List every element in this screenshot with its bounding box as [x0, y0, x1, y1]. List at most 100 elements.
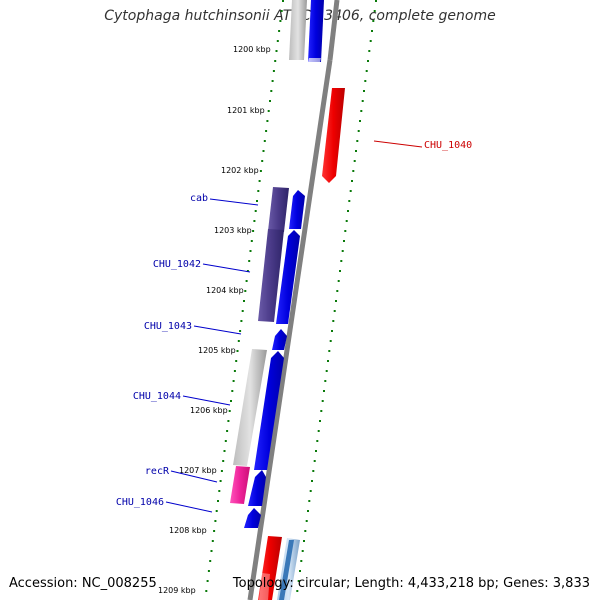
tick-mark	[331, 330, 333, 332]
tick-mark	[321, 400, 324, 402]
tick-mark	[299, 570, 301, 572]
gene-label-cab[interactable]: cab	[190, 193, 208, 204]
tick-mark	[270, 90, 273, 92]
tick-mark	[308, 500, 311, 502]
tick-mark	[228, 410, 231, 412]
tick-mark	[279, 20, 282, 22]
tick-mark	[269, 100, 271, 102]
tick-mark	[368, 50, 371, 52]
gene-label-chu-1046[interactable]: CHU_1046	[116, 497, 164, 508]
tick-mark	[266, 120, 269, 122]
gene-feature-recr-inner[interactable]	[230, 466, 250, 504]
tick-mark	[254, 210, 257, 212]
tick-label: 1209 kbp	[158, 586, 196, 595]
leader-line-chu-1042	[202, 263, 251, 273]
tick-mark	[373, 10, 376, 12]
tick-mark	[307, 510, 309, 512]
tick-mark	[327, 360, 329, 362]
tick-mark	[276, 40, 279, 42]
gene-label-chu-1044[interactable]: CHU_1044	[133, 391, 181, 402]
gene-feature-chu-1043[interactable]	[272, 329, 287, 350]
tick-mark	[206, 580, 209, 582]
tick-mark	[313, 460, 316, 462]
tick-mark	[243, 300, 245, 302]
tick-mark	[357, 130, 360, 132]
tick-mark	[371, 30, 373, 32]
tick-mark	[300, 560, 303, 562]
tick-mark	[315, 450, 317, 452]
tick-mark	[230, 400, 232, 402]
gene-feature-bottom-red[interactable]	[258, 536, 282, 600]
outer-tick-track	[296, 0, 377, 592]
gene-feature-top-gray[interactable]	[289, 0, 307, 60]
tick-mark	[256, 200, 258, 202]
tick-mark	[252, 230, 255, 232]
tick-mark	[337, 280, 340, 282]
tick-mark	[345, 220, 348, 222]
tick-mark	[226, 430, 229, 432]
gene-feature-recr[interactable]	[248, 470, 266, 506]
gene-feature-chu-1040[interactable]	[322, 88, 345, 183]
tick-mark	[244, 290, 247, 292]
leader-line-chu-1046	[165, 501, 213, 513]
tick-mark	[304, 530, 307, 532]
tick-mark	[317, 430, 320, 432]
tick-mark	[351, 180, 353, 182]
tick-mark	[367, 60, 369, 62]
tick-mark	[353, 160, 356, 162]
tick-mark	[249, 250, 252, 252]
gene-feature-chu-1046[interactable]	[244, 508, 261, 528]
tick-mark	[343, 240, 345, 242]
tick-mark	[320, 410, 323, 412]
tick-label: 1207 kbp	[179, 466, 217, 475]
gene-label-chu-1040[interactable]: CHU_1040	[424, 140, 472, 151]
tick-mark	[219, 480, 222, 482]
tick-mark	[274, 60, 277, 62]
tick-mark	[220, 470, 223, 472]
tick-mark	[205, 590, 208, 592]
tick-mark	[210, 550, 213, 552]
tick-mark	[296, 590, 299, 592]
tick-label: 1206 kbp	[190, 406, 228, 415]
tick-mark	[262, 150, 265, 152]
inner-tick-track	[205, 0, 284, 592]
tick-mark	[336, 290, 339, 292]
tick-mark	[265, 130, 268, 132]
gene-feature-chu-1044-inner[interactable]	[233, 349, 267, 466]
tick-label: 1204 kbp	[206, 286, 244, 295]
tick-mark	[253, 220, 256, 222]
gene-feature-top-blue[interactable]	[308, 0, 324, 62]
gene-feature-cab-inner[interactable]	[258, 187, 289, 322]
tick-mark	[257, 190, 260, 192]
topology-text: Topology: circular; Length: 4,433,218 bp…	[232, 576, 590, 591]
tick-mark	[356, 140, 359, 142]
tick-mark	[237, 340, 240, 342]
tick-mark	[341, 250, 344, 252]
gene-label-chu-1042[interactable]: CHU_1042	[153, 259, 201, 270]
tick-label: 1208 kbp	[169, 526, 207, 535]
tick-mark	[271, 80, 274, 82]
gene-feature-bottom-lightblue[interactable]	[277, 538, 300, 600]
tick-label: 1205 kbp	[198, 346, 236, 355]
tick-mark	[248, 260, 251, 262]
gene-label-recr[interactable]: recR	[145, 466, 170, 477]
tick-mark	[235, 360, 238, 362]
tick-mark	[282, 0, 284, 2]
gene-feature-chu-1042[interactable]	[276, 230, 300, 324]
gene-feature-cab[interactable]	[289, 190, 305, 229]
gene-label-chu-1043[interactable]: CHU_1043	[144, 321, 192, 332]
tick-mark	[215, 510, 218, 512]
tick-mark	[328, 350, 331, 352]
tick-mark	[231, 390, 234, 392]
tick-mark	[246, 270, 249, 272]
tick-mark	[372, 20, 375, 22]
leader-line-chu-1040	[373, 140, 423, 148]
tick-mark	[332, 320, 335, 322]
leader-line-chu-1043	[193, 325, 242, 335]
gene-feature-chu-1044[interactable]	[254, 351, 284, 470]
tick-mark	[325, 370, 328, 372]
tick-mark	[233, 370, 236, 372]
tick-mark	[309, 490, 312, 492]
